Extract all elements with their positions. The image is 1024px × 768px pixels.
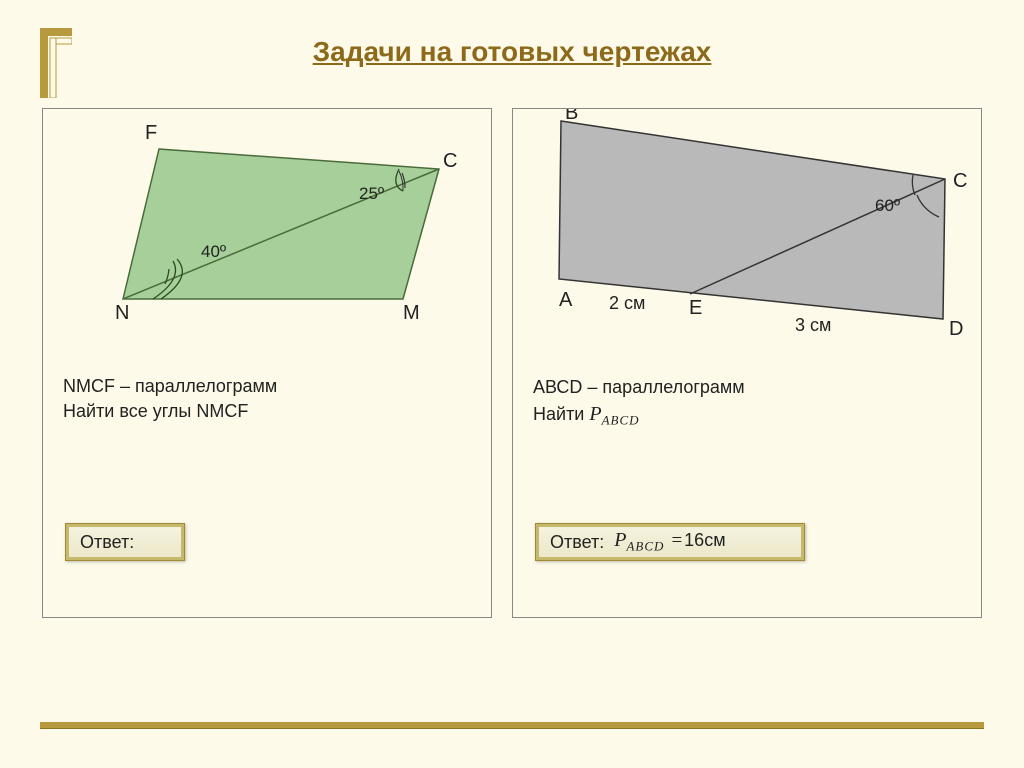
bottom-rule	[40, 722, 984, 728]
answer-box-left[interactable]: Ответ:	[65, 523, 185, 561]
answer-label-right: Ответ:	[550, 532, 604, 553]
vertex-C: C	[443, 150, 457, 172]
vertex-B: B	[565, 109, 578, 124]
problem-text-right: АВСD – параллелограмм Найти PABCD	[513, 375, 981, 430]
answer-value-right: 16см	[684, 530, 725, 550]
answer-P: P	[614, 529, 626, 551]
panels-row: F C M N 25º 40º NMCF – параллелограмм На…	[0, 108, 1024, 618]
problem-panel-right: B C D A E 60º 2 см 3 см АВСD – параллело…	[512, 108, 982, 618]
perimeter-symbol: P	[589, 403, 601, 425]
problem-line2-left: Найти все углы NMCF	[63, 399, 471, 424]
problem-text-left: NMCF – параллелограмм Найти все углы NMC…	[43, 374, 491, 424]
diagram-left: F C M N 25º 40º	[43, 109, 491, 344]
vertex-D: D	[949, 318, 963, 340]
problem-panel-left: F C M N 25º 40º NMCF – параллелограмм На…	[42, 108, 492, 618]
problem-line2-right: Найти PABCD	[533, 400, 961, 430]
angle-60: 60º	[875, 196, 900, 215]
vertex-C2: C	[953, 170, 967, 192]
answer-box-right[interactable]: Ответ: PABCD =16см	[535, 523, 805, 561]
angle-25: 25º	[359, 184, 384, 203]
vertex-M: M	[403, 302, 420, 324]
answer-label-left: Ответ:	[80, 532, 134, 553]
problem-line1-right: АВСD – параллелограмм	[533, 375, 961, 400]
problem-line1-left: NMCF – параллелограмм	[63, 374, 471, 399]
vertex-A: A	[559, 289, 573, 311]
seg-2cm: 2 см	[609, 293, 645, 313]
page-title: Задачи на готовых чертежах	[0, 0, 1024, 68]
vertex-N: N	[115, 302, 129, 324]
diagram-right: B C D A E 60º 2 см 3 см	[513, 109, 981, 349]
vertex-F: F	[145, 122, 157, 144]
perimeter-sub: ABCD	[602, 413, 640, 428]
vertex-E: E	[689, 297, 702, 319]
angle-40: 40º	[201, 242, 226, 261]
seg-3cm: 3 см	[795, 315, 831, 335]
